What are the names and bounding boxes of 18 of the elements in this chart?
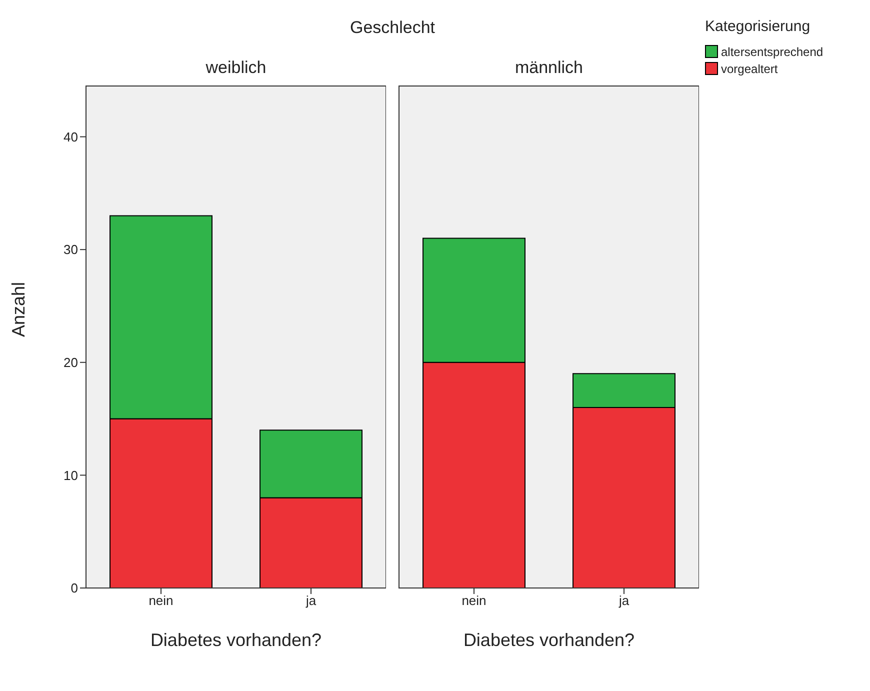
x-tick-label: ja	[304, 593, 317, 608]
x-tick-label: nein	[148, 593, 174, 608]
x-axis-title: Diabetes vorhanden?	[150, 630, 322, 650]
x-tick-label: nein	[462, 593, 486, 608]
legend-label: vorgealtert	[721, 62, 778, 76]
y-axis-title: Anzahl	[8, 282, 28, 337]
y-tick-label: 40	[64, 129, 78, 144]
chart-title: weiblich	[204, 58, 268, 78]
x-axis-title: Diabetes vorhanden?	[463, 630, 635, 650]
legend-title: Kategorisierung	[705, 18, 812, 35]
text: Geschlecht	[348, 18, 436, 38]
chart-title: männlich	[514, 58, 584, 78]
y-tick-label: 10	[64, 468, 78, 483]
y-tick-label: 0	[70, 580, 78, 596]
legend-label: altersentsprechend	[721, 44, 824, 58]
y-tick-label: 30	[64, 242, 78, 258]
x-tick-label: ja	[618, 593, 630, 608]
y-tick-label: 20	[64, 354, 78, 370]
